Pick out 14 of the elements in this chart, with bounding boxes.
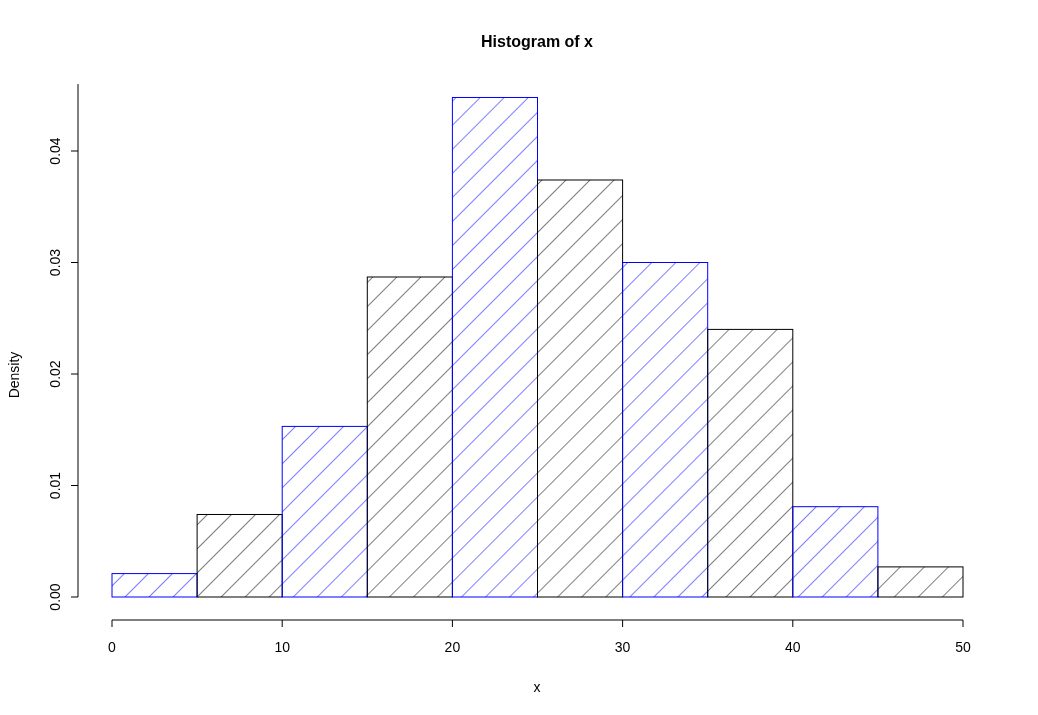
y-axis-title: Density xyxy=(6,351,22,399)
y-tick-label: 0.04 xyxy=(47,137,63,165)
x-tick-label: 30 xyxy=(614,639,631,655)
x-tick-label: 0 xyxy=(108,639,117,655)
x-tick-label: 10 xyxy=(274,639,291,655)
x-tick-label: 20 xyxy=(444,639,461,655)
x-tick-label: 50 xyxy=(955,639,971,655)
chart-title: Histogram of x xyxy=(480,33,594,50)
x-tick-label: 40 xyxy=(785,639,801,655)
x-axis-title: x xyxy=(533,679,541,695)
y-tick-label: 0.03 xyxy=(47,248,63,277)
y-tick-label: 0.01 xyxy=(47,471,63,500)
y-tick-label: 0.00 xyxy=(47,583,63,611)
y-tick-label: 0.02 xyxy=(47,360,63,388)
